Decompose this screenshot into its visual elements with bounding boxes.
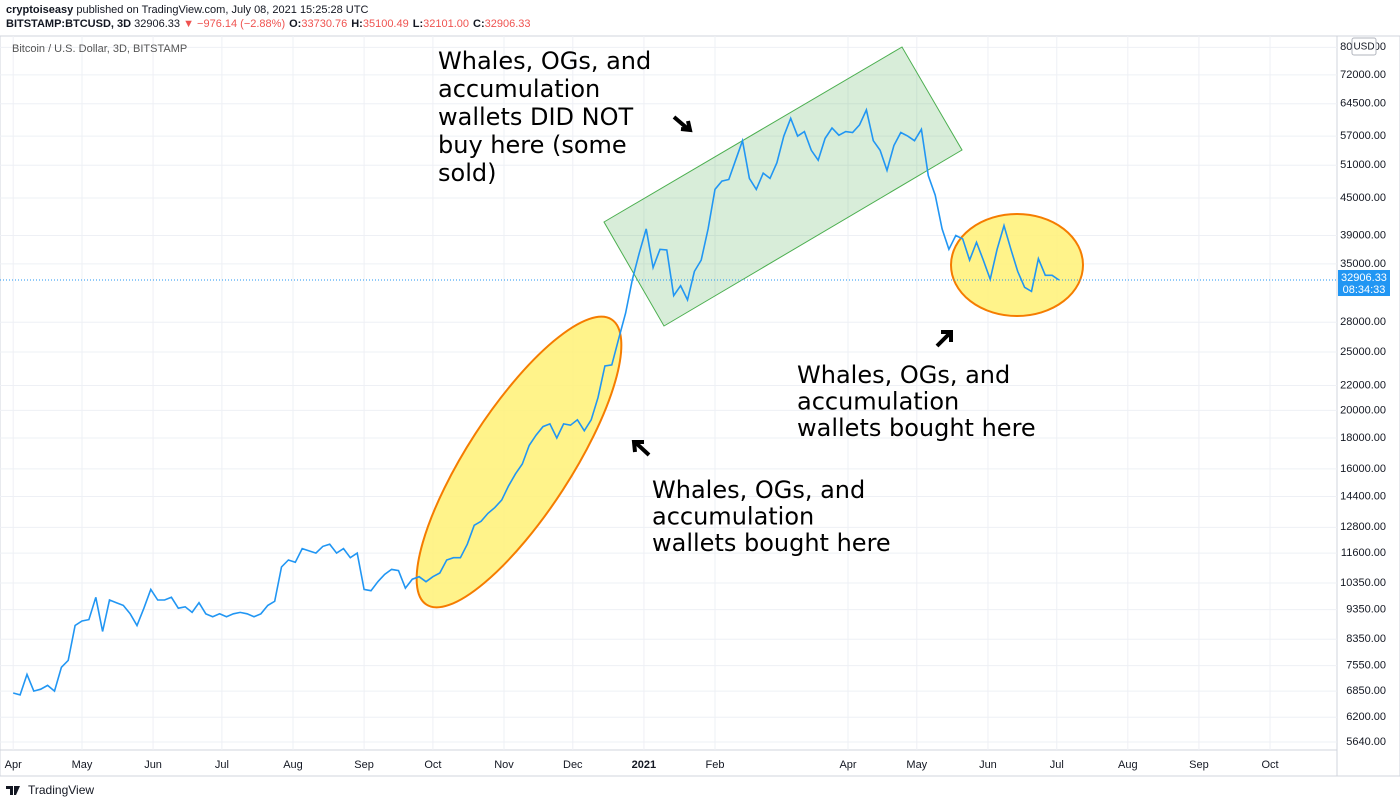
ohlc-label: O: <box>289 18 301 30</box>
brand: TradingView <box>28 783 94 797</box>
y-tick-label: 5640.00 <box>1346 736 1386 748</box>
y-tick-label: 64500.00 <box>1340 98 1386 110</box>
grid <box>0 36 1337 750</box>
footer: TradingView <box>6 783 94 797</box>
annotations: Whales, OGs, and accumulation wallets DID … <box>438 47 1036 557</box>
y-tick-label: 11600.00 <box>1341 547 1386 559</box>
annotation-line: wallets bought here <box>797 414 1036 442</box>
x-tick-label: Oct <box>424 759 441 771</box>
annotation-line: wallets bought here <box>652 529 891 557</box>
x-tick-label: Jul <box>215 759 229 771</box>
price-label-box <box>1338 270 1390 297</box>
plot <box>0 107 1337 696</box>
y-tick-label: 9350.00 <box>1346 603 1386 615</box>
x-tick-label: Aug <box>283 759 303 771</box>
x-tick-label: Apr <box>5 759 22 771</box>
symbol-line: BITSTAMP:BTCUSD, 3D 32906.33 ▼ −976.14 (… <box>6 18 531 30</box>
countdown: 08:34:33 <box>1343 284 1386 296</box>
highlight-ellipse <box>950 213 1084 317</box>
y-tick-label: 72000.00 <box>1340 69 1386 81</box>
ohlc-value: 32906.33 <box>485 18 531 30</box>
ohlc-label: L: <box>413 18 423 30</box>
price-label: 32906.33 <box>1341 272 1387 284</box>
y-tick-label: 35000.00 <box>1340 258 1386 270</box>
series-title: Bitcoin / U.S. Dollar, 3D, BITSTAMP <box>12 43 187 55</box>
symbol: BITSTAMP:BTCUSD, 3D <box>6 18 131 30</box>
y-tick-label: 16000.00 <box>1340 463 1386 475</box>
x-tick-label: Apr <box>839 759 856 771</box>
x-tick-label: Jun <box>979 759 997 771</box>
x-tick-label: Oct <box>1261 759 1278 771</box>
ohlc-label: H: <box>351 18 363 30</box>
y-tick-label: 18000.00 <box>1340 432 1386 444</box>
price-line <box>12 107 1060 696</box>
y-tick-label: 8350.00 <box>1346 633 1386 645</box>
arrow <box>672 115 693 133</box>
ohlc-value: 33730.76 <box>301 18 347 30</box>
x-tick-label: Sep <box>1189 759 1209 771</box>
price: 32906.33 <box>134 18 180 30</box>
x-tick-label: May <box>72 759 93 771</box>
ohlc-value: 35100.49 <box>363 18 409 30</box>
frame <box>0 35 1400 777</box>
author: cryptoiseasy published on TradingView.co… <box>6 4 368 16</box>
y-tick-label: 57000.00 <box>1340 130 1386 142</box>
x-tick-label: Dec <box>563 759 583 771</box>
annotation: Whales, OGs, and accumulation wallets boug… <box>652 476 891 557</box>
y-tick-label: 39000.00 <box>1340 229 1386 241</box>
y-tick-label: 22000.00 <box>1340 379 1386 391</box>
y-tick-label: 12800.00 <box>1340 521 1386 533</box>
change: ▼ −976.14 (−2.88%) <box>183 18 285 30</box>
y-tick-label: 28000.00 <box>1340 316 1386 328</box>
y-tick-label: 20000.00 <box>1340 404 1386 416</box>
x-tick-label: Jun <box>144 759 162 771</box>
highlight-ellipse <box>415 315 623 609</box>
annotation: Whales, OGs, and accumulation wallets boug… <box>797 361 1036 442</box>
author-name: cryptoiseasy <box>6 4 74 16</box>
x-tick-label: May <box>906 759 927 771</box>
arrow <box>631 440 651 457</box>
logo <box>6 786 20 795</box>
y-tick-label: 14400.00 <box>1340 490 1386 502</box>
annotation-line: accumulation <box>652 503 814 531</box>
arrow <box>935 330 953 348</box>
y-tick-label: 45000.00 <box>1340 192 1386 204</box>
annotation: Whales, OGs, and accumulation wallets DID … <box>438 47 651 187</box>
ohlc-value: 32101.00 <box>423 18 469 30</box>
x-tick-label: Nov <box>494 759 514 771</box>
annotation-line: accumulation <box>797 388 959 416</box>
annotation-line: sold) <box>438 159 496 187</box>
published: published on TradingView.com, July 08, 2… <box>76 4 368 16</box>
y-tick-label: 6200.00 <box>1346 711 1386 723</box>
x-tick-label: 2021 <box>632 759 656 771</box>
y-tick-label: 25000.00 <box>1340 346 1386 358</box>
x-tick-label: Sep <box>354 759 374 771</box>
y-tick-label: 10350.00 <box>1340 577 1386 589</box>
x-tick-label: Aug <box>1118 759 1138 771</box>
annotation-line: wallets DID NOT <box>438 103 633 131</box>
annotation-line: Whales, OGs, and <box>652 476 865 504</box>
highlight-box <box>603 46 963 327</box>
annotation-line: Whales, OGs, and <box>438 47 651 75</box>
y-tick-label: 51000.00 <box>1340 159 1386 171</box>
annotation-line: buy here (some <box>438 131 627 159</box>
annotation-line: accumulation <box>438 75 600 103</box>
currency-box <box>1351 37 1377 56</box>
currency: USD <box>1353 42 1374 53</box>
x-tick-label: Feb <box>706 759 725 771</box>
y-tick-label: 6850.00 <box>1346 685 1386 697</box>
y-tick-label: 7550.00 <box>1346 659 1386 671</box>
ohlc-label: C: <box>473 18 485 30</box>
x-tick-label: Jul <box>1050 759 1064 771</box>
annotation-line: Whales, OGs, and <box>797 361 1010 389</box>
